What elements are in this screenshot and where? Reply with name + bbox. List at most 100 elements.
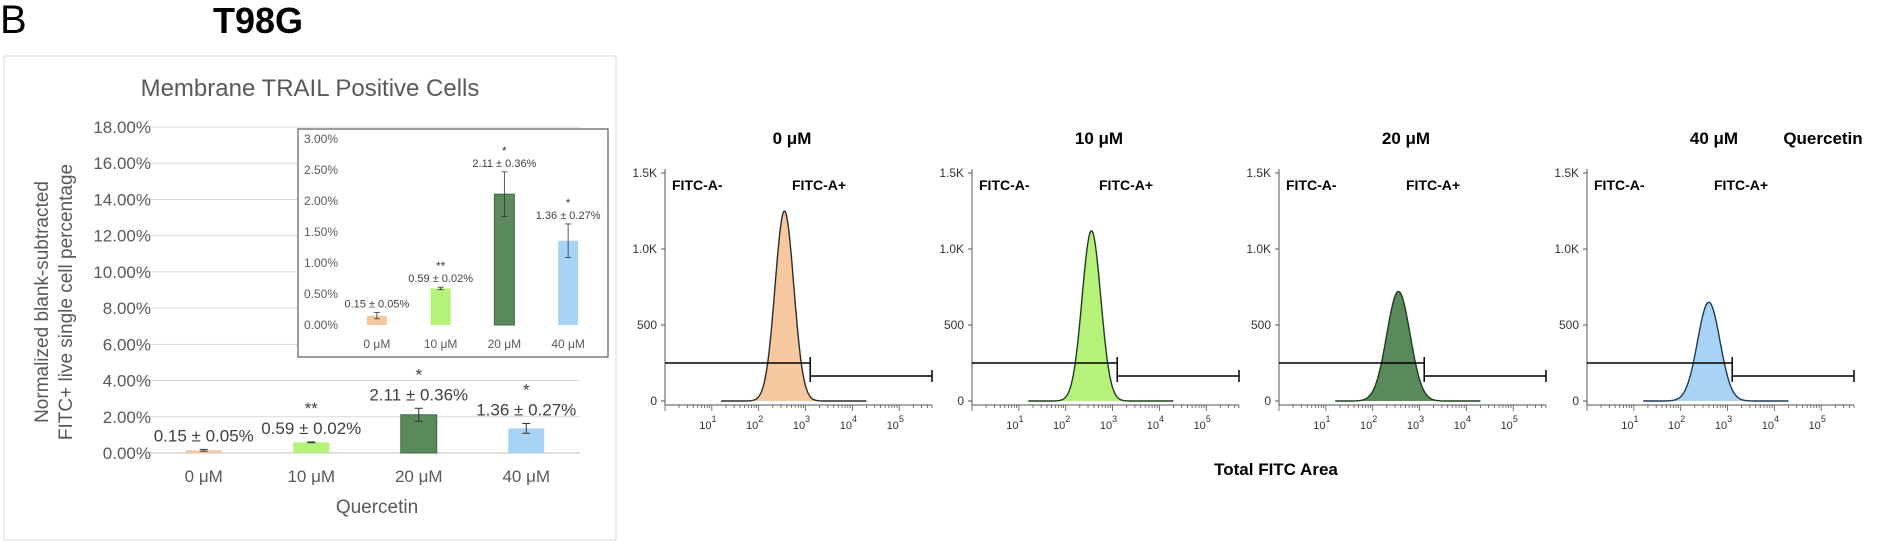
flow-y-tick-label: 500	[637, 318, 657, 332]
inset-x-tick-label: 40 μM	[551, 337, 585, 351]
flow-x-tick-label: 103	[793, 414, 810, 432]
flow-x-tick-label: 105	[887, 414, 904, 432]
y-tick-label: 16.00%	[93, 154, 151, 173]
histogram-outline	[1643, 301, 1789, 402]
y-tick-label: 12.00%	[93, 227, 151, 246]
inset-value-label: 0.59 ± 0.02%	[408, 273, 473, 285]
flow-x-tick-label: 103	[1715, 414, 1732, 432]
inset-x-tick-label: 10 μM	[424, 337, 458, 351]
flow-y-tick-label: 0	[957, 394, 964, 408]
inset-y-tick-label: 0.00%	[304, 318, 338, 332]
y-axis-label-line1: Normalized blank-subtracted	[32, 181, 53, 423]
gate-label-positive: FITC-A+	[792, 177, 846, 193]
y-tick-label: 18.00%	[93, 118, 151, 137]
bar	[293, 442, 330, 453]
y-tick-label: 14.00%	[93, 190, 151, 209]
flow-y-tick-label: 0	[1572, 394, 1579, 408]
gate-label-positive: FITC-A+	[1099, 177, 1153, 193]
flow-y-tick-label: 0	[1264, 394, 1271, 408]
inset-bars: 0.15 ± 0.05% 0.59 ± 0.02%** 2.11 ± 0.36% *1…	[345, 144, 601, 326]
inset-y-tick-label: 2.00%	[304, 194, 338, 208]
bar-chart-title: Membrane TRAIL Positive Cells	[141, 75, 480, 102]
gate-label-negative: FITC-A-	[672, 177, 723, 193]
inset-frame	[297, 128, 609, 358]
x-axis-label: Quercetin	[336, 497, 418, 518]
inset-value-label: 1.36 ± 0.27%	[536, 210, 601, 222]
inset-y-tick-label: 2.50%	[304, 163, 338, 177]
flow-histogram-panels: 0 μM 0 500 1.0K 1.5K 101 102 103 104 105 FITC-A- FI…	[632, 129, 1855, 432]
flow-y-tick-label: 1.5K	[1246, 166, 1271, 180]
flow-panel-title: 40 μM	[1690, 129, 1738, 148]
inset-bar	[366, 315, 387, 325]
flow-x-tick-label: 101	[1313, 414, 1330, 432]
y-tick-label: 4.00%	[103, 372, 151, 391]
inset-y-tick-label: 1.50%	[304, 225, 338, 239]
main-y-ticks: 0.00% 2.00% 4.00% 6.00% 8.00% 10.00% 12.00% 14.…	[93, 118, 151, 463]
flow-panel-title: 10 μM	[1075, 129, 1123, 148]
flow-x-tick-label: 104	[1762, 414, 1779, 432]
flow-x-tick-label: 103	[1407, 414, 1424, 432]
flow-x-axis-label: Total FITC Area	[1214, 460, 1338, 479]
main-bars: 0.15 ± 0.05% 0.59 ± 0.02%**2.11 ± 0.36%*1…	[154, 365, 576, 454]
histogram-fill	[1335, 291, 1481, 401]
flow-y-tick-label: 500	[944, 318, 964, 332]
flow-x-tick-label: 101	[699, 414, 716, 432]
flow-x-tick-label: 104	[840, 414, 857, 432]
y-tick-label: 6.00%	[103, 335, 151, 354]
inset-significance-mark: *	[566, 196, 571, 210]
flow-panel-title: 20 μM	[1382, 129, 1430, 148]
flow-panel: 0 μM 0 500 1.0K 1.5K 101 102 103 104 105 FITC-A- FI…	[632, 129, 933, 432]
flow-y-tick-label: 0	[650, 394, 657, 408]
value-label: 0.59 ± 0.02%	[261, 419, 361, 438]
flow-x-tick-label: 104	[1454, 414, 1471, 432]
flow-x-tick-label: 102	[1668, 414, 1685, 432]
bar-chart-panel: Membrane TRAIL Positive Cells Normalized…	[3, 55, 617, 541]
flow-x-tick-label: 101	[1006, 414, 1023, 432]
flow-y-tick-label: 1.0K	[632, 242, 657, 256]
y-tick-label: 10.00%	[93, 263, 151, 282]
gate-label-negative: FITC-A-	[1286, 177, 1337, 193]
flow-x-tick-label: 103	[1100, 414, 1117, 432]
x-tick-label: 10 μM	[287, 467, 335, 486]
inset-x-ticks: 0 μM 10 μM 20 μM 40 μM	[363, 337, 585, 351]
gate-label-negative: FITC-A-	[1594, 177, 1645, 193]
flow-x-tick-label: 104	[1147, 414, 1164, 432]
inset-x-tick-label: 0 μM	[363, 337, 390, 351]
flow-panel: 40 μM 0 500 1.0K 1.5K 101 102 103 104 105 FITC-A- F…	[1554, 129, 1855, 432]
flow-y-tick-label: 1.0K	[1554, 242, 1579, 256]
histogram-fill	[721, 211, 867, 401]
flow-panel-title: 0 μM	[773, 129, 812, 148]
value-label: 1.36 ± 0.27%	[476, 400, 576, 419]
cell-line-title: T98G	[213, 0, 303, 41]
inset-significance-mark: **	[436, 259, 446, 273]
histogram-outline	[721, 210, 867, 402]
flow-y-tick-label: 1.5K	[939, 166, 964, 180]
flow-y-tick-label: 500	[1559, 318, 1579, 332]
y-tick-label: 8.00%	[103, 299, 151, 318]
flow-x-tick-label: 102	[746, 414, 763, 432]
histogram-outline	[1335, 290, 1481, 402]
flow-x-tick-label: 102	[1053, 414, 1070, 432]
flow-panel: 20 μM 0 500 1.0K 1.5K 101 102 103 104 105 FITC-A- F…	[1246, 129, 1547, 432]
flow-y-tick-label: 1.0K	[939, 242, 964, 256]
significance-mark: *	[415, 365, 422, 384]
x-tick-label: 20 μM	[395, 467, 443, 486]
gate-label-positive: FITC-A+	[1714, 177, 1768, 193]
quercetin-label: Quercetin	[1783, 129, 1862, 148]
flow-y-tick-label: 1.5K	[632, 166, 657, 180]
inset-value-label: 2.11 ± 0.36%	[472, 158, 536, 170]
value-label: 0.15 ± 0.05%	[154, 426, 254, 445]
flow-panel: 10 μM 0 500 1.0K 1.5K 101 102 103 104 105 FITC-A- F…	[939, 129, 1240, 432]
gate-label-positive: FITC-A+	[1406, 177, 1460, 193]
histogram-fill	[1028, 231, 1174, 401]
inset-bar	[430, 288, 451, 325]
flow-x-tick-label: 105	[1501, 414, 1518, 432]
main-x-ticks: 0 μM 10 μM 20 μM 40 μM	[185, 467, 550, 486]
gate-label-negative: FITC-A-	[979, 177, 1030, 193]
inset-value-label: 0.15 ± 0.05%	[345, 299, 410, 311]
significance-mark: *	[523, 380, 530, 399]
y-axis-label: Normalized blank-subtracted FITC+ live s…	[32, 164, 77, 440]
flow-x-tick-label: 101	[1621, 414, 1638, 432]
flow-x-tick-label: 105	[1809, 414, 1826, 432]
